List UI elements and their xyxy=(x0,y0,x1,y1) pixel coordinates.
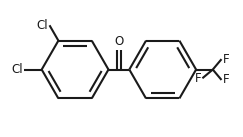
Text: F: F xyxy=(195,72,201,85)
Text: Cl: Cl xyxy=(37,19,49,32)
Text: F: F xyxy=(223,53,229,66)
Text: Cl: Cl xyxy=(11,63,23,76)
Text: O: O xyxy=(114,35,123,48)
Text: F: F xyxy=(223,73,229,86)
